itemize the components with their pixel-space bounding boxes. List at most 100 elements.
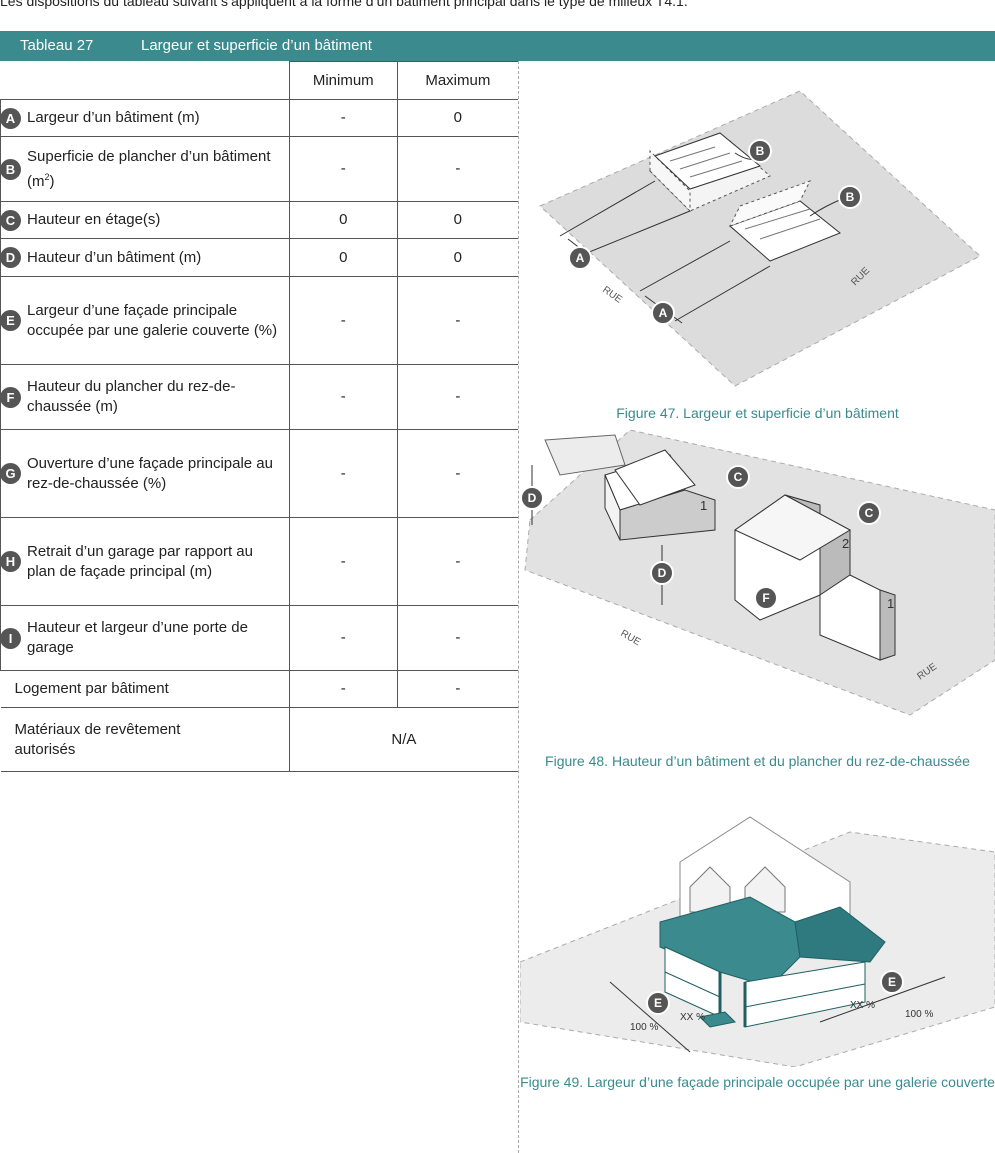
maximum-cell: - bbox=[396, 429, 518, 518]
callout-a-icon: A bbox=[651, 301, 675, 325]
row-label: I Hauteur et largeur d’une porte de garag… bbox=[0, 613, 289, 663]
table-row: E Largeur d’une façade principale occupée… bbox=[0, 276, 518, 365]
svg-text:A: A bbox=[659, 306, 668, 320]
storey-count: 1 bbox=[700, 498, 707, 513]
row-label-superscript: 2 bbox=[44, 171, 50, 182]
row-label: D Hauteur d’un bâtiment (m) bbox=[0, 243, 289, 273]
table-row: C Hauteur en étage(s) 0 0 bbox=[0, 201, 518, 239]
row-label: B Superficie de plancher d’un bâtiment (m… bbox=[0, 142, 289, 197]
row-label: G Ouverture d’une façade principale au re… bbox=[0, 449, 289, 499]
callout-e-icon: E bbox=[646, 991, 670, 1015]
minimum-cell: 0 bbox=[288, 238, 398, 277]
table-title: Largeur et superficie d’un bâtiment bbox=[141, 37, 372, 54]
street-label: RUE bbox=[619, 628, 643, 648]
maximum-cell: - bbox=[396, 276, 518, 365]
minimum-cell: - bbox=[288, 99, 398, 137]
callout-a-icon: A bbox=[568, 246, 592, 270]
measure-label: 100 % bbox=[905, 1009, 933, 1020]
table-row: G Ouverture d’une façade principale au re… bbox=[0, 429, 518, 518]
svg-text:B: B bbox=[846, 190, 855, 204]
table-row: D Hauteur d’un bâtiment (m) 0 0 bbox=[0, 238, 518, 277]
row-label-text: Superficie de plancher d’un bâtiment (m2… bbox=[27, 142, 289, 197]
row-label-text: Largeur d’un bâtiment (m) bbox=[27, 109, 200, 126]
maximum-cell: - bbox=[396, 517, 518, 606]
row-label-main: Superficie de plancher d’un bâtiment (m bbox=[27, 147, 271, 190]
row-label: A Largeur d’un bâtiment (m) bbox=[0, 103, 289, 133]
callout-d-icon: D bbox=[520, 486, 544, 510]
row-label-text: Logement par bâtiment bbox=[0, 670, 290, 708]
row-label-text: Hauteur en étage(s) bbox=[27, 211, 161, 228]
figure-48: 1 2 1 RUE RUE C C D D F bbox=[520, 430, 995, 730]
minimum-cell: - bbox=[288, 276, 398, 365]
minimum-cell: - bbox=[288, 517, 398, 606]
figure-49: 100 % XX % XX % 100 % E E bbox=[520, 812, 995, 1067]
row-label-end: ) bbox=[49, 172, 55, 190]
letter-a-badge: A bbox=[0, 107, 21, 129]
callout-e-icon: E bbox=[880, 970, 904, 994]
figure-47-illustration: RUE RUE A A B B bbox=[539, 90, 981, 387]
row-label-text: Hauteur d’un bâtiment (m) bbox=[27, 248, 202, 266]
figure-49-caption: Figure 49. Largeur d’une façade principa… bbox=[520, 1074, 995, 1090]
svg-text:F: F bbox=[762, 591, 769, 605]
minimum-cell: - bbox=[288, 670, 398, 708]
svg-text:A: A bbox=[576, 251, 585, 265]
storey-count: 2 bbox=[842, 536, 849, 551]
row-label: H Retrait d’un garage par rapport au plan… bbox=[0, 537, 289, 587]
table-row: H Retrait d’un garage par rapport au plan… bbox=[0, 517, 518, 606]
callout-b-icon: B bbox=[838, 185, 862, 209]
letter-i-badge: I bbox=[0, 627, 21, 649]
rules-table: Minimum Maximum A Largeur d’un bâtiment (… bbox=[0, 61, 518, 772]
row-label: C Hauteur en étage(s) bbox=[0, 205, 289, 235]
row-label: E Largeur d’une façade principale occupée… bbox=[0, 296, 289, 346]
maximum-cell: 0 bbox=[396, 201, 518, 239]
row-label-text: Retrait d’un garage par rapport au plan … bbox=[27, 542, 253, 580]
row-label-wrap: Matériaux de revêtement autorisés bbox=[14, 720, 181, 758]
callout-d-icon: D bbox=[650, 561, 674, 585]
callout-c-icon: C bbox=[857, 501, 881, 525]
table-row: A Largeur d’un bâtiment (m) - 0 bbox=[0, 99, 518, 137]
figure-48-caption: Figure 48. Hauteur d’un bâtiment et du p… bbox=[545, 753, 970, 769]
svg-text:D: D bbox=[658, 566, 667, 580]
row-label-text: Hauteur du plancher du rez-de-chaussée (… bbox=[27, 378, 236, 415]
letter-e-badge: E bbox=[0, 310, 21, 331]
header-empty-cell bbox=[0, 61, 290, 100]
minimum-cell: - bbox=[288, 605, 398, 671]
svg-text:C: C bbox=[865, 506, 874, 520]
figure-49-illustration: 100 % XX % XX % 100 % E E bbox=[520, 816, 995, 1067]
table-row: Matériaux de revêtement autorisés N/A bbox=[0, 707, 518, 772]
table-row: F Hauteur du plancher du rez-de-chaussée … bbox=[0, 364, 518, 430]
table-number: Tableau 27 bbox=[20, 37, 94, 54]
figure-47-caption: Figure 47. Largeur et superficie d’un bâ… bbox=[616, 405, 899, 421]
row-label-text: Hauteur et largeur d’une porte de garage bbox=[27, 619, 248, 656]
intro-paragraph: Les dispositions du tableau suivant s’ap… bbox=[0, 0, 688, 9]
letter-c-badge: C bbox=[0, 209, 21, 231]
merged-value-cell: N/A bbox=[288, 707, 518, 772]
svg-text:E: E bbox=[888, 975, 896, 989]
maximum-cell: 0 bbox=[396, 99, 518, 137]
callout-b-icon: B bbox=[748, 139, 772, 163]
minimum-cell: 0 bbox=[288, 201, 398, 239]
measure-label: 100 % bbox=[630, 1022, 658, 1033]
letter-b-badge: B bbox=[0, 158, 21, 180]
callout-f-icon: F bbox=[754, 586, 778, 610]
svg-text:B: B bbox=[756, 144, 765, 158]
row-label-text: Matériaux de revêtement autorisés bbox=[0, 707, 290, 772]
letter-h-badge: H bbox=[0, 551, 21, 572]
storey-count: 1 bbox=[887, 596, 894, 611]
street-label: RUE bbox=[600, 284, 624, 305]
maximum-cell: 0 bbox=[396, 238, 518, 277]
minimum-cell: - bbox=[288, 136, 398, 202]
table-title-bar: Tableau 27 Largeur et superficie d’un bâ… bbox=[0, 31, 995, 61]
svg-text:C: C bbox=[734, 470, 743, 484]
header-minimum: Minimum bbox=[288, 61, 398, 100]
measure-label: XX % bbox=[850, 1000, 875, 1011]
row-label-text: Ouverture d’une façade principale au rez… bbox=[27, 454, 273, 492]
minimum-cell: - bbox=[288, 429, 398, 518]
letter-g-badge: G bbox=[0, 463, 21, 484]
table-row: B Superficie de plancher d’un bâtiment (m… bbox=[0, 136, 518, 202]
figure-47: RUE RUE A A B B bbox=[520, 61, 995, 401]
maximum-cell: - bbox=[396, 670, 518, 708]
svg-text:E: E bbox=[654, 996, 662, 1010]
maximum-cell: - bbox=[396, 136, 518, 202]
table-header-row: Minimum Maximum bbox=[0, 61, 518, 100]
